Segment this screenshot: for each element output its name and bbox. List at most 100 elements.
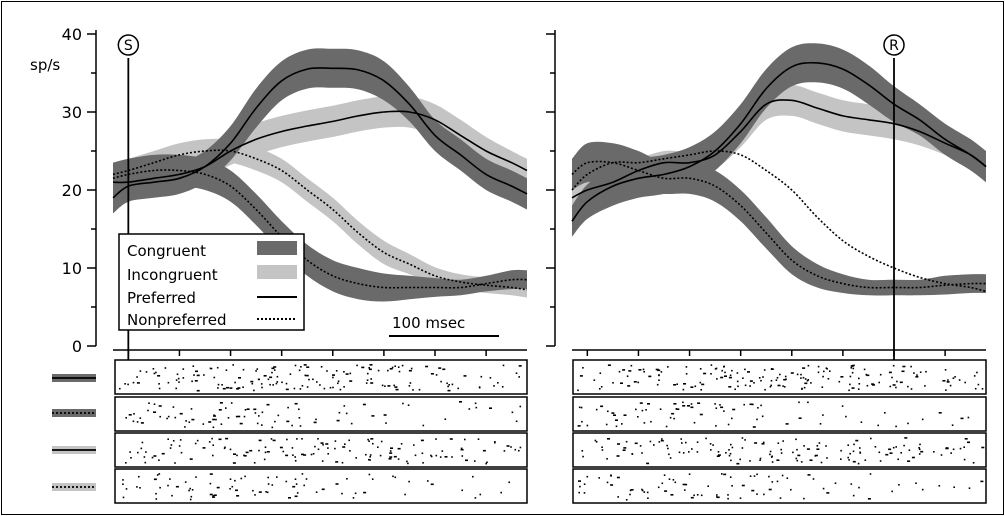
spike-mark	[776, 459, 780, 461]
spike-mark	[676, 383, 678, 385]
spike-mark	[776, 377, 779, 379]
spike-mark	[421, 452, 424, 455]
spike-mark	[768, 475, 770, 478]
spike-mark	[298, 417, 301, 419]
spike-mark	[727, 494, 729, 496]
spike-mark	[472, 475, 474, 478]
spike-mark	[240, 477, 243, 480]
spike-mark	[822, 375, 824, 378]
spike-mark	[295, 483, 298, 485]
spike-mark	[822, 414, 824, 416]
spike-mark	[658, 441, 661, 443]
spike-mark	[629, 489, 632, 492]
spike-mark	[152, 368, 155, 370]
spike-mark	[972, 462, 975, 464]
spike-mark	[675, 408, 678, 410]
spike-mark	[669, 416, 672, 419]
spike-mark	[821, 386, 824, 388]
spike-mark	[306, 366, 310, 368]
spike-mark	[595, 441, 598, 443]
spike-mark	[327, 453, 329, 455]
spike-mark	[143, 456, 146, 458]
spike-mark	[345, 412, 348, 415]
spike-mark	[299, 388, 302, 390]
spike-mark	[623, 447, 627, 449]
spike-mark	[314, 445, 316, 448]
spike-mark	[751, 489, 755, 492]
spike-mark	[369, 459, 371, 461]
spike-mark	[874, 446, 877, 448]
spike-mark	[819, 423, 822, 425]
spike-mark	[582, 455, 584, 458]
spike-mark	[356, 364, 358, 367]
spike-mark	[448, 384, 450, 386]
spike-mark	[715, 367, 718, 370]
raster-box-congruent-preferred	[114, 359, 528, 395]
spike-mark	[289, 373, 292, 375]
spike-mark	[703, 372, 707, 375]
spike-mark	[425, 365, 429, 368]
spike-mark	[849, 452, 851, 455]
spike-mark	[308, 378, 310, 381]
spike-mark	[161, 452, 165, 455]
spike-mark	[389, 452, 393, 454]
spike-mark	[762, 376, 764, 378]
spike-mark	[599, 372, 602, 374]
spike-mark	[158, 473, 161, 475]
spike-mark	[394, 386, 398, 388]
spike-mark	[812, 478, 815, 480]
spike-mark	[191, 380, 193, 383]
spike-mark	[234, 381, 236, 384]
spike-mark	[583, 483, 586, 485]
spike-mark	[196, 389, 200, 392]
spike-mark	[747, 371, 750, 373]
spike-mark	[329, 386, 332, 389]
spike-mark	[583, 492, 586, 494]
spike-mark	[332, 374, 335, 376]
spike-mark	[658, 374, 660, 377]
congruent-nonpreferred-line	[112, 169, 528, 289]
spike-mark	[946, 381, 950, 383]
spike-mark	[599, 388, 601, 390]
spike-mark	[255, 370, 257, 372]
spike-mark	[867, 498, 871, 500]
spike-mark	[617, 443, 620, 445]
spike-mark	[153, 455, 157, 457]
spike-mark	[888, 448, 892, 451]
spike-mark	[606, 458, 608, 460]
spike-mark	[952, 448, 955, 451]
spike-mark	[184, 481, 187, 483]
spike-mark	[633, 381, 637, 383]
spike-mark	[891, 490, 893, 493]
spike-mark	[296, 438, 298, 440]
spike-mark	[761, 415, 764, 418]
spike-mark	[389, 368, 393, 370]
spike-mark	[869, 473, 872, 475]
spike-mark	[759, 457, 762, 460]
spike-mark	[355, 457, 357, 459]
spike-mark	[503, 450, 506, 452]
spike-mark	[368, 473, 371, 476]
spike-mark	[667, 447, 669, 450]
event-marker-circle	[117, 34, 140, 56]
spike-mark	[267, 483, 270, 485]
spike-mark	[639, 445, 642, 447]
spike-mark	[212, 494, 214, 497]
spike-mark	[404, 493, 406, 496]
spike-mark	[209, 473, 213, 475]
spike-mark	[822, 487, 825, 490]
spike-mark	[191, 489, 194, 491]
spike-mark	[258, 491, 262, 493]
spike-mark	[180, 451, 183, 454]
spike-mark	[296, 492, 299, 494]
spike-mark	[195, 476, 197, 478]
spike-mark	[729, 476, 732, 478]
spike-mark	[728, 376, 732, 379]
spike-mark	[175, 379, 178, 381]
spike-mark	[696, 451, 699, 453]
spike-mark	[384, 385, 386, 387]
spike-mark	[349, 450, 351, 452]
spike-mark	[277, 414, 280, 417]
spike-mark	[710, 373, 712, 375]
spike-mark	[294, 456, 296, 458]
